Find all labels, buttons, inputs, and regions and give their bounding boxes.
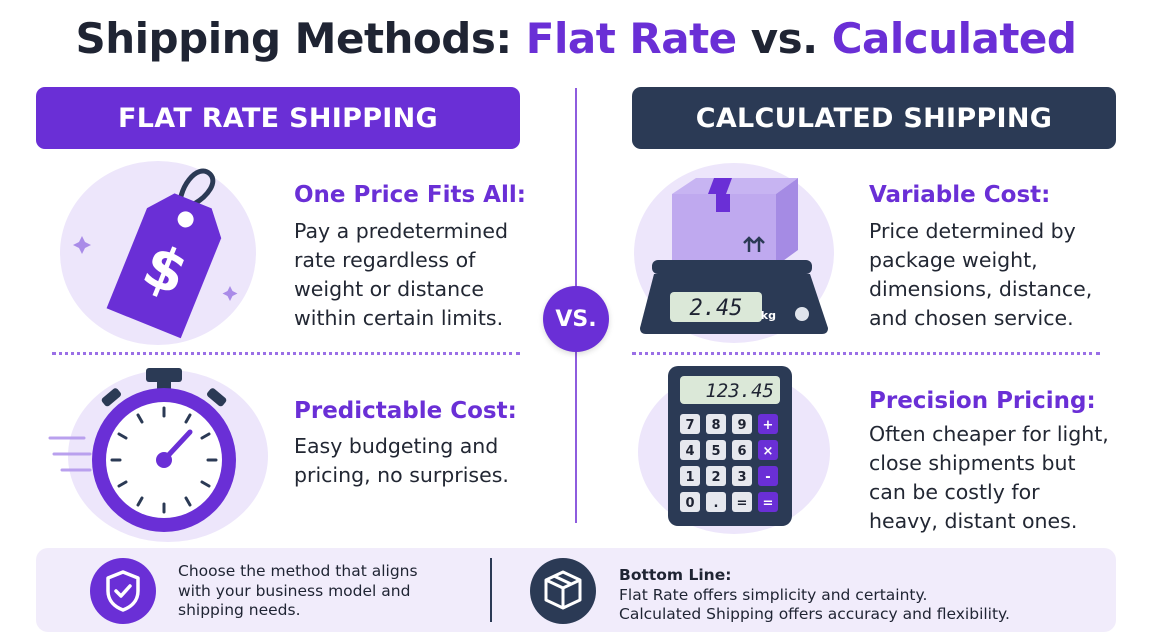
calculator-key-label: 7 <box>685 418 694 433</box>
footer-advice-text: Choose the method that aligns with your … <box>178 562 418 621</box>
calculator-key <box>706 440 726 460</box>
calculator-key <box>680 414 700 434</box>
calculator-key-label: 3 <box>737 470 746 485</box>
calculator-key-label: 8 <box>711 418 720 433</box>
package-scale-icon: 2.45 kg <box>632 158 840 348</box>
flat-rate-banner: FLAT RATE SHIPPING <box>36 87 520 149</box>
bottom-line-text: Bottom Line: Flat Rate offers simplicity… <box>619 566 1010 625</box>
calculator-display-text: 123.45 <box>705 380 774 402</box>
title-calculated: Calculated <box>831 14 1077 63</box>
calculator-key-label: 5 <box>711 444 720 459</box>
box-icon <box>530 558 596 624</box>
calculator-key-label: = <box>763 496 774 511</box>
scale-display-text: 2.45 <box>690 296 743 321</box>
calculator-key <box>680 440 700 460</box>
calculator-key <box>680 466 700 486</box>
calculator-key-label: - <box>765 470 770 485</box>
calculator-key <box>706 466 726 486</box>
one-price-heading: One Price Fits All: <box>294 182 526 208</box>
text-line: package weight, <box>869 248 1038 272</box>
calculator-key <box>758 466 778 486</box>
calculator-key <box>732 440 752 460</box>
calculator-icon: 123.45 7 8 9 +4 5 6 × 1 2 3 - 0. = = <box>624 364 834 534</box>
scale-unit-text: kg <box>761 309 776 322</box>
precision-pricing-description: Often cheaper for light, close shipments… <box>869 420 1109 536</box>
title-flat-rate: Flat Rate <box>525 14 737 63</box>
text-line: and chosen service. <box>869 306 1074 330</box>
text-line: pricing, no surprises. <box>294 463 509 487</box>
calculator-key <box>706 414 726 434</box>
variable-cost-heading: Variable Cost: <box>869 182 1051 208</box>
text-line: Price determined by <box>869 219 1076 243</box>
left-dotted-separator <box>52 352 520 355</box>
predictable-cost-description: Easy budgeting and pricing, no surprises… <box>294 432 509 490</box>
text-line: within certain limits. <box>294 306 504 330</box>
shield-check-icon <box>90 558 156 624</box>
text-line: rate regardless of <box>294 248 476 272</box>
calculator-key-label: 1 <box>685 470 694 485</box>
stopwatch-icon <box>40 364 270 542</box>
text-line: with your business model and <box>178 581 411 600</box>
variable-cost-description: Price determined by package weight, dime… <box>869 217 1092 333</box>
calculator-key-label: + <box>763 418 774 433</box>
calculator-key <box>758 440 778 460</box>
page-title: Shipping Methods: Flat Rate vs. Calculat… <box>0 14 1152 63</box>
text-line: Flat Rate offers simplicity and certaint… <box>619 585 928 604</box>
text-line: Calculated Shipping offers accuracy and … <box>619 605 1010 623</box>
text-line: weight or distance <box>294 277 484 301</box>
text-line: Pay a predetermined <box>294 219 508 243</box>
one-price-description: Pay a predetermined rate regardless of w… <box>294 217 508 333</box>
calculator-key-label: = <box>737 496 748 511</box>
title-part-1: Shipping Methods: <box>75 14 526 63</box>
precision-pricing-heading: Precision Pricing: <box>869 388 1096 414</box>
calculator-key <box>732 466 752 486</box>
footer-divider <box>490 558 492 622</box>
calculator-key <box>732 414 752 434</box>
right-dotted-separator <box>632 352 1100 355</box>
title-vs: vs. <box>736 14 832 63</box>
text-line: shipping needs. <box>178 601 301 619</box>
calculator-key <box>758 414 778 434</box>
vs-badge: VS. <box>543 286 609 352</box>
text-line: Choose the method that aligns <box>178 562 418 580</box>
calculator-key-label: × <box>763 444 774 459</box>
text-line: close shipments but <box>869 451 1076 475</box>
calculator-key-label: 9 <box>737 418 746 433</box>
calculator-key-label: . <box>714 496 719 511</box>
predictable-cost-heading: Predictable Cost: <box>294 398 517 424</box>
text-line: heavy, distant ones. <box>869 509 1078 533</box>
price-tag-dollar-icon: $ <box>58 158 258 348</box>
bottom-line-heading: Bottom Line: <box>619 566 732 584</box>
calculator-key <box>758 492 778 512</box>
text-line: Often cheaper for light, <box>869 422 1109 446</box>
calculated-banner: CALCULATED SHIPPING <box>632 87 1116 149</box>
calculator-key <box>706 492 726 512</box>
calculator-key-label: 2 <box>711 470 720 485</box>
text-line: can be costly for <box>869 480 1040 504</box>
calculator-key <box>680 492 700 512</box>
calculator-key-label: 0 <box>685 496 694 511</box>
calculator-key-label: 6 <box>737 444 746 459</box>
text-line: Easy budgeting and <box>294 434 499 458</box>
calculator-key-label: 4 <box>685 444 694 459</box>
text-line: dimensions, distance, <box>869 277 1093 301</box>
calculator-key <box>732 492 752 512</box>
